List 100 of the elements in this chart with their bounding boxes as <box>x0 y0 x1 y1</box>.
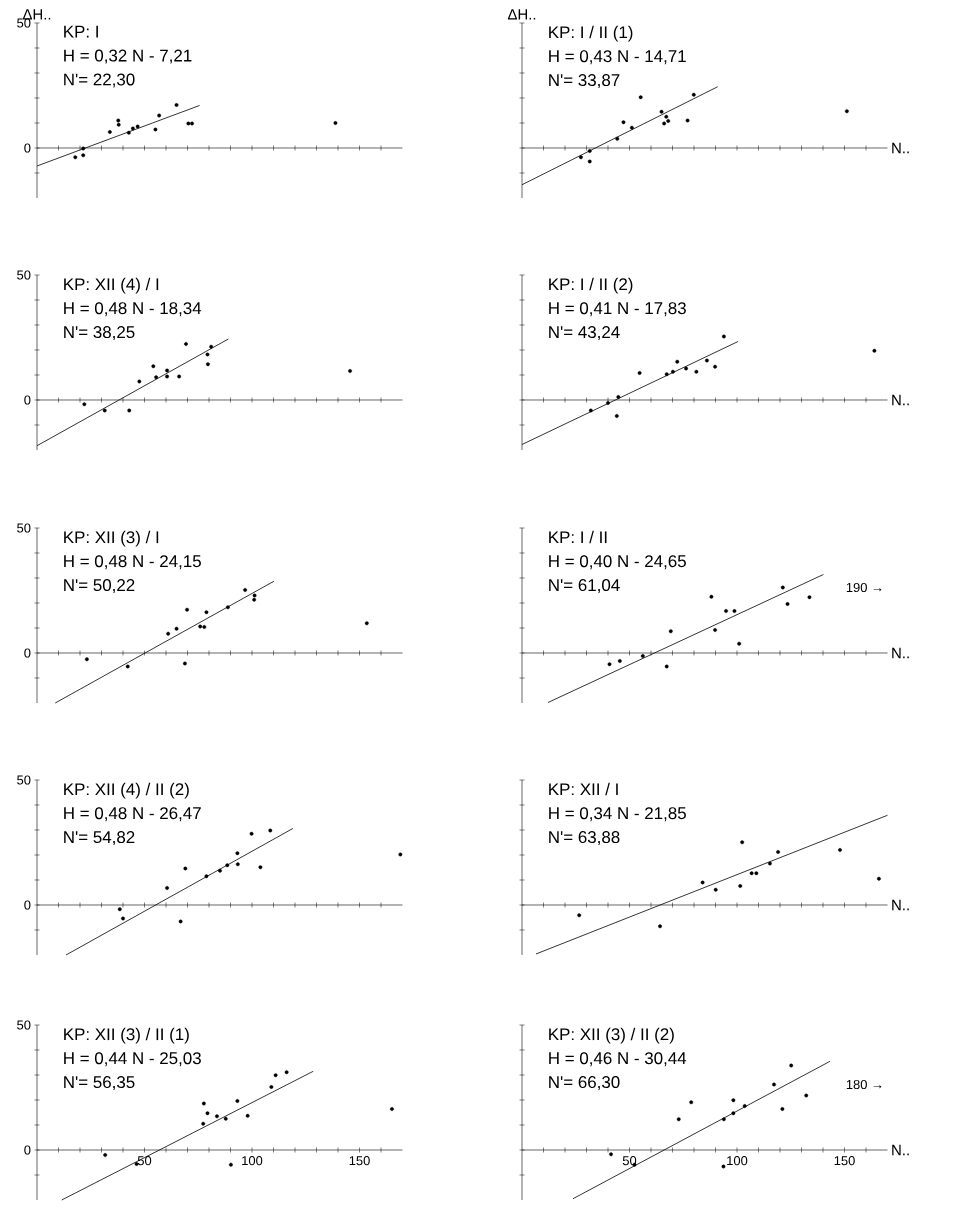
point <box>675 359 680 364</box>
y-tick-label: 50 <box>17 270 31 280</box>
point <box>738 884 743 888</box>
point <box>183 661 187 666</box>
point <box>658 924 662 929</box>
point <box>638 95 643 100</box>
point <box>154 375 159 380</box>
point <box>135 124 140 129</box>
chart-title: KP: I / II (2) <box>549 277 633 294</box>
point <box>694 369 699 374</box>
annotation: H = 0,43 N - 14,71 <box>549 50 686 65</box>
point <box>637 371 642 375</box>
point <box>676 1117 681 1122</box>
point <box>225 863 230 868</box>
point <box>742 1104 747 1108</box>
annotation: 190 → <box>846 582 882 593</box>
point <box>737 641 742 646</box>
point <box>84 657 89 662</box>
point <box>664 372 669 377</box>
y-tick-label: 0 <box>24 648 31 658</box>
point <box>201 1121 206 1126</box>
point <box>102 408 107 413</box>
point <box>284 1070 289 1075</box>
y-tick-label: 0 <box>24 395 31 405</box>
chart-title: KP: I <box>64 25 98 38</box>
chart-title: KP: XII (4) / II (2) <box>64 782 189 799</box>
point <box>333 121 338 125</box>
point <box>588 408 593 413</box>
x-tick-label: 150 <box>834 1156 855 1166</box>
annotation: H = 0,48 N - 18,34 <box>64 302 202 317</box>
point <box>621 120 626 125</box>
annotation: H = 0,48 N - 26,47 <box>64 807 201 822</box>
point <box>82 402 87 407</box>
y-tick-label: 50 <box>17 18 31 28</box>
point <box>235 862 240 867</box>
point <box>668 629 673 634</box>
point <box>700 880 705 885</box>
point <box>198 624 203 629</box>
point <box>235 1099 240 1103</box>
point <box>772 1082 776 1087</box>
point <box>269 1085 274 1089</box>
point <box>218 868 222 873</box>
point <box>713 628 717 632</box>
point <box>713 364 717 369</box>
point <box>721 1164 726 1169</box>
point <box>664 114 669 119</box>
x-tick-label: 50 <box>137 1156 152 1166</box>
point <box>607 662 612 667</box>
point <box>186 121 191 126</box>
point <box>606 401 610 405</box>
chart-title: KP: XII (3) / I <box>64 530 159 547</box>
point <box>258 865 263 870</box>
point <box>709 594 714 599</box>
point <box>204 874 209 879</box>
annotation: H = 0,41 N - 17,83 <box>549 302 686 317</box>
x-axis-title: N.. <box>892 394 909 406</box>
point <box>609 1152 613 1157</box>
point <box>640 654 645 658</box>
y-tick-label: 50 <box>17 775 31 785</box>
point <box>190 121 194 126</box>
annotation: N'= 63,88 <box>549 831 620 846</box>
point <box>398 852 403 857</box>
point <box>804 1093 809 1098</box>
point <box>348 369 352 373</box>
point <box>838 848 842 852</box>
point <box>116 118 121 123</box>
point <box>249 831 254 836</box>
point <box>126 130 131 135</box>
chart-title: KP: XII / I <box>549 782 618 796</box>
point <box>166 631 171 636</box>
point <box>685 118 690 123</box>
point <box>130 126 135 131</box>
point <box>206 362 210 367</box>
point <box>768 861 772 866</box>
y-axis-title: ΔH.. <box>507 9 536 20</box>
point <box>116 122 121 127</box>
point <box>117 907 122 912</box>
point <box>137 379 142 384</box>
point <box>125 664 130 669</box>
point <box>587 149 592 153</box>
x-tick-label: 100 <box>727 1156 748 1166</box>
point <box>174 103 179 107</box>
annotation: H = 0,34 N - 21,85 <box>549 807 686 822</box>
point <box>183 866 188 871</box>
point <box>165 374 169 379</box>
point <box>151 364 156 369</box>
point <box>789 1063 794 1068</box>
y-tick-label: 50 <box>17 523 31 533</box>
point <box>684 366 688 371</box>
point <box>577 913 582 918</box>
point <box>587 159 592 164</box>
annotation: H = 0,48 N - 24,15 <box>64 555 201 570</box>
point <box>614 414 619 418</box>
point <box>185 607 189 612</box>
annotation: N'= 61,04 <box>549 579 620 594</box>
point <box>252 597 257 602</box>
point <box>721 1117 726 1122</box>
chart-title: KP: XII (3) / II (1) <box>64 1027 189 1044</box>
point <box>157 113 162 118</box>
chart-title: KP: XII (4) / I <box>64 277 159 294</box>
